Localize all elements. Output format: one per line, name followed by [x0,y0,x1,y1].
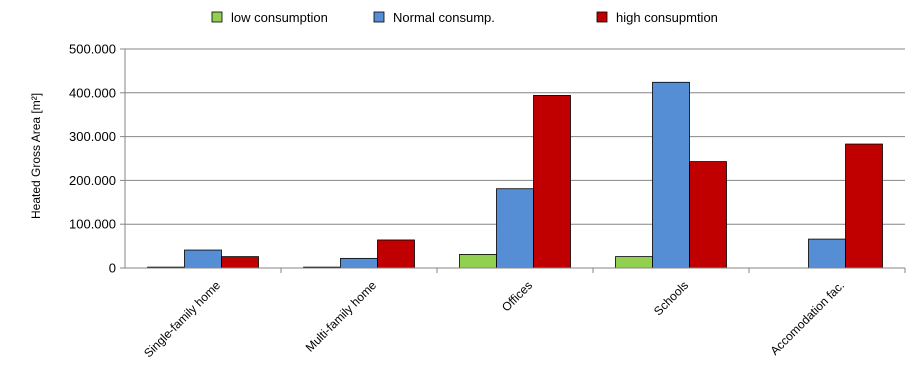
bars [147,81,883,269]
y-axis-tick-labels: 0 100.000 200.000 300.000 400.000 500.000 [69,42,116,276]
legend-label-0: low consumption [231,10,328,25]
x-tick-label: Offices [499,278,535,314]
y-tick-label: 100.000 [69,217,116,232]
bar-normal-0 [184,249,222,269]
x-axis-tick-labels: Single-family home Multi-family home Offic… [141,278,847,360]
bar-normal-1 [340,257,378,269]
y-tick-label: 400.000 [69,85,116,100]
bar-normal-2 [496,188,534,269]
x-tick-label: Single-family home [141,278,223,360]
y-axis-title: Heated Gross Area [m²] [29,93,43,219]
x-tick-label: Multi-family home [303,278,380,355]
bar-low-3 [615,256,653,269]
x-tick-label: Schools [651,278,691,318]
legend-label-2: high consupmtion [616,10,718,25]
y-tick-label: 200.000 [69,173,116,188]
bar-low-2 [459,254,497,269]
x-tick-label: Accomodation fac. [767,278,847,358]
gridlines [125,48,905,225]
y-tick-label: 0 [109,261,116,276]
bar-high-4 [845,143,883,269]
legend-label-1: Normal consump. [393,10,495,25]
bar-high-0 [221,256,259,269]
bar-high-1 [377,239,415,269]
bar-high-2 [533,95,571,269]
bar-normal-3 [652,81,690,269]
y-tick-label: 500.000 [69,42,116,57]
legend: low consumption Normal consump. high consu… [211,10,718,25]
legend-swatch-2 [596,11,608,23]
legend-swatch-1 [373,11,385,23]
axes [120,48,906,273]
y-tick-label: 300.000 [69,129,116,144]
bar-normal-4 [808,238,846,269]
bar-high-3 [689,161,727,269]
legend-swatch-0 [211,11,223,23]
